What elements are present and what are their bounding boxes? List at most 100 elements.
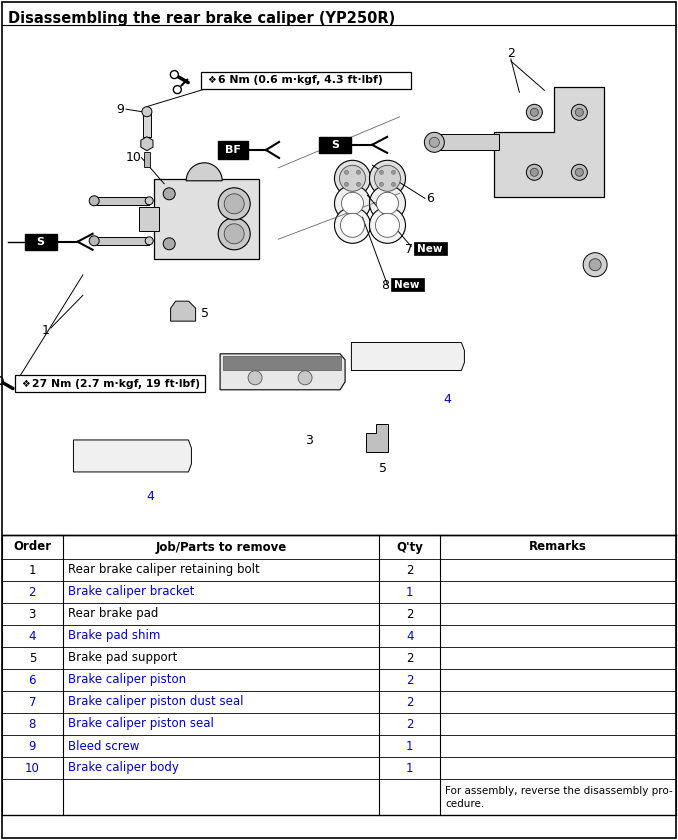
Circle shape (572, 165, 587, 181)
Circle shape (344, 182, 348, 186)
Circle shape (342, 192, 363, 214)
Circle shape (357, 171, 361, 174)
Circle shape (576, 108, 583, 116)
Circle shape (340, 165, 365, 192)
Text: 7: 7 (28, 696, 36, 708)
FancyBboxPatch shape (319, 137, 351, 153)
Bar (201, 71, 411, 89)
Text: BF: BF (225, 145, 241, 155)
Circle shape (357, 182, 361, 186)
Text: cedure.: cedure. (445, 799, 484, 809)
Circle shape (526, 165, 542, 181)
Circle shape (89, 196, 99, 206)
Text: 2: 2 (406, 674, 414, 686)
Circle shape (340, 213, 365, 237)
Polygon shape (73, 440, 191, 472)
Circle shape (380, 182, 384, 186)
Text: S: S (37, 237, 45, 247)
Polygon shape (366, 424, 388, 452)
Text: 2: 2 (406, 564, 414, 576)
Circle shape (218, 188, 250, 220)
Circle shape (391, 182, 395, 186)
Circle shape (424, 132, 444, 152)
Bar (435, 134, 500, 150)
Text: 1: 1 (406, 739, 414, 753)
Circle shape (429, 137, 439, 147)
Bar (94, 197, 149, 205)
Circle shape (142, 107, 152, 117)
Circle shape (163, 238, 175, 249)
Text: 1: 1 (42, 324, 49, 338)
FancyBboxPatch shape (24, 234, 56, 249)
Text: 2: 2 (406, 652, 414, 664)
Text: 9: 9 (28, 739, 36, 753)
Bar (143, 112, 151, 137)
Text: 5: 5 (201, 307, 209, 320)
Bar (139, 207, 159, 231)
Polygon shape (171, 302, 196, 321)
Circle shape (572, 104, 587, 120)
Circle shape (334, 160, 370, 197)
Circle shape (248, 370, 262, 385)
Bar (414, 243, 447, 255)
Text: 9: 9 (116, 102, 124, 116)
Bar (144, 152, 150, 166)
Text: 5: 5 (379, 462, 387, 475)
Circle shape (526, 104, 542, 120)
Text: Brake caliper piston seal: Brake caliper piston seal (68, 717, 214, 731)
Circle shape (376, 192, 399, 214)
Bar (223, 356, 341, 370)
Text: 4: 4 (443, 393, 451, 407)
Text: New: New (394, 280, 419, 290)
Text: 7: 7 (405, 243, 413, 256)
Circle shape (298, 370, 312, 385)
Polygon shape (154, 179, 259, 259)
Text: Brake caliper body: Brake caliper body (68, 762, 178, 774)
Text: Remarks: Remarks (529, 540, 587, 554)
Text: Q'ty: Q'ty (397, 540, 423, 554)
Wedge shape (186, 163, 222, 181)
Text: 4: 4 (146, 491, 154, 503)
Text: 10: 10 (125, 151, 142, 164)
Text: Job/Parts to remove: Job/Parts to remove (155, 540, 287, 554)
Polygon shape (494, 87, 604, 197)
Text: 8: 8 (382, 279, 390, 291)
Text: 10: 10 (25, 762, 40, 774)
Circle shape (224, 194, 244, 214)
Circle shape (218, 218, 250, 249)
FancyBboxPatch shape (218, 141, 248, 159)
Circle shape (89, 236, 99, 246)
Text: Rear brake pad: Rear brake pad (68, 607, 158, 621)
Text: 2: 2 (406, 607, 414, 621)
Text: S: S (331, 139, 339, 150)
Circle shape (530, 168, 538, 176)
Text: 3: 3 (28, 607, 36, 621)
Bar (16, 375, 205, 392)
Text: 6: 6 (28, 674, 36, 686)
Text: 5: 5 (28, 652, 36, 664)
Text: For assembly, reverse the disassembly pro-: For assembly, reverse the disassembly pr… (445, 786, 673, 796)
Text: ❖: ❖ (22, 379, 31, 389)
Text: 2: 2 (507, 46, 515, 60)
Circle shape (374, 165, 401, 192)
Text: Brake pad shim: Brake pad shim (68, 629, 160, 643)
Text: Order: Order (14, 540, 52, 554)
Text: New: New (418, 244, 443, 255)
Circle shape (145, 197, 153, 205)
Circle shape (376, 213, 399, 237)
Circle shape (380, 171, 384, 174)
Circle shape (334, 186, 370, 221)
Polygon shape (220, 354, 345, 390)
Text: 2: 2 (406, 717, 414, 731)
Text: Bleed screw: Bleed screw (68, 739, 139, 753)
Circle shape (370, 207, 405, 244)
Text: 6: 6 (426, 192, 434, 205)
Circle shape (391, 171, 395, 174)
Text: Brake caliper piston dust seal: Brake caliper piston dust seal (68, 696, 243, 708)
Text: Rear brake caliper retaining bolt: Rear brake caliper retaining bolt (68, 564, 260, 576)
Text: Brake caliper bracket: Brake caliper bracket (68, 585, 194, 598)
Circle shape (145, 237, 153, 244)
Circle shape (163, 188, 175, 200)
Text: Brake pad support: Brake pad support (68, 652, 177, 664)
Bar (94, 237, 149, 244)
